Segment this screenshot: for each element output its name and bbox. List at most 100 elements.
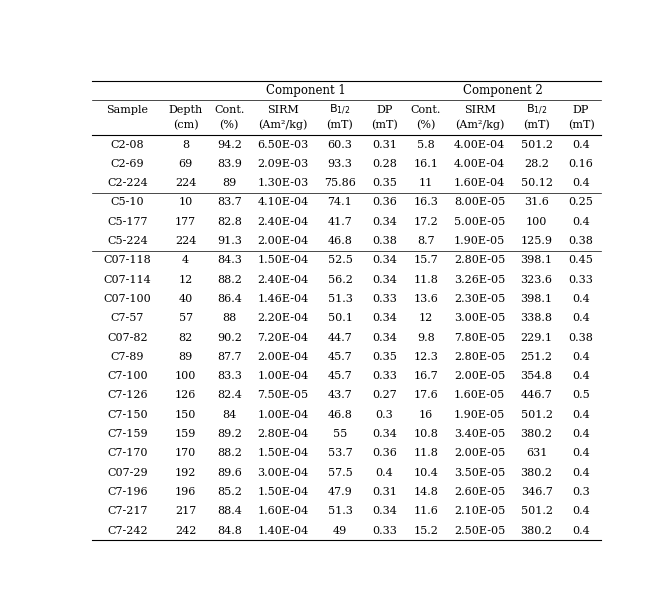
- Text: 0.4: 0.4: [572, 429, 590, 439]
- Text: 196: 196: [175, 487, 197, 497]
- Text: 0.34: 0.34: [372, 333, 397, 343]
- Text: C5-10: C5-10: [111, 197, 144, 207]
- Text: 398.1: 398.1: [521, 255, 553, 266]
- Text: 6.50E-03: 6.50E-03: [258, 140, 309, 149]
- Text: 89.6: 89.6: [217, 467, 242, 478]
- Text: 91.3: 91.3: [217, 236, 242, 246]
- Text: 1.00E-04: 1.00E-04: [258, 410, 309, 420]
- Text: 0.31: 0.31: [372, 487, 397, 497]
- Text: C7-100: C7-100: [107, 371, 148, 381]
- Text: 55: 55: [333, 429, 347, 439]
- Text: 4.00E-04: 4.00E-04: [454, 140, 505, 149]
- Text: 11: 11: [419, 178, 433, 188]
- Text: 10.4: 10.4: [413, 467, 438, 478]
- Text: 11.8: 11.8: [413, 275, 438, 285]
- Text: 1.50E-04: 1.50E-04: [258, 255, 309, 266]
- Text: 631: 631: [526, 448, 548, 458]
- Text: C7-150: C7-150: [107, 410, 148, 420]
- Text: 150: 150: [175, 410, 197, 420]
- Text: 83.3: 83.3: [217, 371, 242, 381]
- Text: (cm): (cm): [173, 120, 199, 130]
- Text: 16.7: 16.7: [413, 371, 438, 381]
- Text: 8.7: 8.7: [417, 236, 435, 246]
- Text: DP: DP: [573, 105, 589, 115]
- Text: 83.7: 83.7: [217, 197, 242, 207]
- Text: 0.4: 0.4: [572, 313, 590, 323]
- Text: C7-89: C7-89: [111, 352, 144, 362]
- Text: 0.45: 0.45: [568, 255, 594, 266]
- Text: 52.5: 52.5: [327, 255, 352, 266]
- Text: 0.4: 0.4: [572, 294, 590, 304]
- Text: C2-08: C2-08: [111, 140, 144, 149]
- Text: 84: 84: [222, 410, 236, 420]
- Text: C5-177: C5-177: [107, 217, 148, 227]
- Text: 10: 10: [178, 197, 193, 207]
- Text: 16: 16: [419, 410, 433, 420]
- Text: 0.4: 0.4: [572, 506, 590, 517]
- Text: 2.80E-05: 2.80E-05: [454, 255, 505, 266]
- Text: 82.8: 82.8: [217, 217, 242, 227]
- Text: 47.9: 47.9: [327, 487, 352, 497]
- Text: 1.90E-05: 1.90E-05: [454, 236, 505, 246]
- Text: 0.38: 0.38: [568, 236, 594, 246]
- Text: 2.00E-04: 2.00E-04: [258, 236, 309, 246]
- Text: (mT): (mT): [327, 120, 354, 130]
- Text: (mT): (mT): [371, 120, 398, 130]
- Text: 2.80E-05: 2.80E-05: [454, 352, 505, 362]
- Text: 0.35: 0.35: [372, 352, 397, 362]
- Text: 0.33: 0.33: [568, 275, 594, 285]
- Text: 28.2: 28.2: [524, 159, 549, 169]
- Text: 2.60E-05: 2.60E-05: [454, 487, 505, 497]
- Text: 2.50E-05: 2.50E-05: [454, 526, 505, 536]
- Text: 3.40E-05: 3.40E-05: [454, 429, 505, 439]
- Text: 1.30E-03: 1.30E-03: [258, 178, 309, 188]
- Text: 7.20E-04: 7.20E-04: [258, 333, 309, 343]
- Text: 88.2: 88.2: [217, 448, 242, 458]
- Text: 4.10E-04: 4.10E-04: [258, 197, 309, 207]
- Text: 0.4: 0.4: [572, 467, 590, 478]
- Text: 44.7: 44.7: [327, 333, 352, 343]
- Text: 87.7: 87.7: [217, 352, 242, 362]
- Text: 380.2: 380.2: [521, 467, 553, 478]
- Text: 100: 100: [175, 371, 197, 381]
- Text: 0.4: 0.4: [572, 526, 590, 536]
- Text: C7-170: C7-170: [107, 448, 148, 458]
- Text: 0.4: 0.4: [572, 217, 590, 227]
- Text: 217: 217: [175, 506, 196, 517]
- Text: 46.8: 46.8: [327, 410, 352, 420]
- Text: Depth: Depth: [168, 105, 203, 115]
- Text: 1.46E-04: 1.46E-04: [258, 294, 309, 304]
- Text: 7.50E-05: 7.50E-05: [258, 391, 309, 400]
- Text: 89.2: 89.2: [217, 429, 242, 439]
- Text: 338.8: 338.8: [521, 313, 553, 323]
- Text: 1.00E-04: 1.00E-04: [258, 371, 309, 381]
- Text: 346.7: 346.7: [521, 487, 552, 497]
- Text: 89: 89: [222, 178, 236, 188]
- Text: 0.34: 0.34: [372, 506, 397, 517]
- Text: 446.7: 446.7: [521, 391, 552, 400]
- Text: 31.6: 31.6: [524, 197, 549, 207]
- Text: 501.2: 501.2: [521, 140, 553, 149]
- Text: 2.00E-05: 2.00E-05: [454, 448, 505, 458]
- Text: 0.38: 0.38: [568, 333, 594, 343]
- Text: C07-114: C07-114: [103, 275, 152, 285]
- Text: 501.2: 501.2: [521, 410, 553, 420]
- Text: C7-126: C7-126: [107, 391, 148, 400]
- Text: 74.1: 74.1: [327, 197, 352, 207]
- Text: 82.4: 82.4: [217, 391, 242, 400]
- Text: 2.10E-05: 2.10E-05: [454, 506, 505, 517]
- Text: 3.00E-04: 3.00E-04: [258, 467, 309, 478]
- Text: 17.2: 17.2: [413, 217, 438, 227]
- Text: C2-69: C2-69: [111, 159, 144, 169]
- Text: Cont.: Cont.: [411, 105, 441, 115]
- Text: 60.3: 60.3: [327, 140, 352, 149]
- Text: 16.1: 16.1: [413, 159, 438, 169]
- Text: DP: DP: [376, 105, 393, 115]
- Text: 82: 82: [178, 333, 193, 343]
- Text: 224: 224: [175, 178, 197, 188]
- Text: 170: 170: [175, 448, 196, 458]
- Text: 2.00E-04: 2.00E-04: [258, 352, 309, 362]
- Text: 5.00E-05: 5.00E-05: [454, 217, 505, 227]
- Text: 1.40E-04: 1.40E-04: [258, 526, 309, 536]
- Text: SIRM: SIRM: [464, 105, 495, 115]
